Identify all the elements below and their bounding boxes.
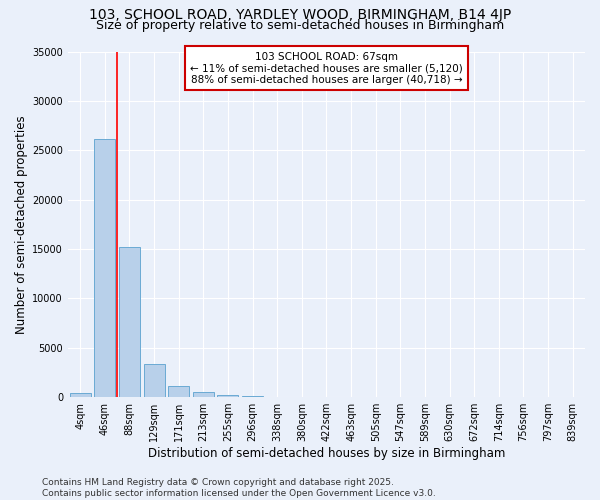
Bar	[70, 393, 91, 397]
Text: Size of property relative to semi-detached houses in Birmingham: Size of property relative to semi-detach…	[96, 19, 504, 32]
Bar	[242, 396, 263, 397]
Bar	[94, 140, 115, 397]
Bar	[168, 386, 189, 397]
Bar	[193, 392, 214, 397]
Text: Contains HM Land Registry data © Crown copyright and database right 2025.
Contai: Contains HM Land Registry data © Crown c…	[42, 478, 436, 498]
X-axis label: Distribution of semi-detached houses by size in Birmingham: Distribution of semi-detached houses by …	[148, 447, 505, 460]
Text: 103, SCHOOL ROAD, YARDLEY WOOD, BIRMINGHAM, B14 4JP: 103, SCHOOL ROAD, YARDLEY WOOD, BIRMINGH…	[89, 8, 511, 22]
Y-axis label: Number of semi-detached properties: Number of semi-detached properties	[15, 115, 28, 334]
Bar	[119, 247, 140, 397]
Text: 103 SCHOOL ROAD: 67sqm
← 11% of semi-detached houses are smaller (5,120)
88% of : 103 SCHOOL ROAD: 67sqm ← 11% of semi-det…	[190, 52, 463, 84]
Bar	[143, 364, 164, 397]
Bar	[217, 394, 238, 397]
